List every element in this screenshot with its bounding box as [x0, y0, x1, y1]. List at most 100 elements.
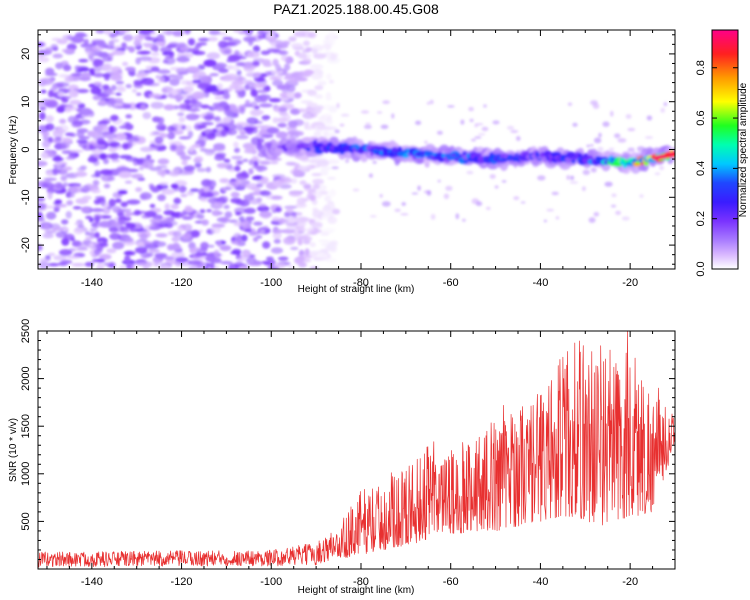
heatmap-noise-cell [52, 226, 64, 232]
heatmap-noise-cell [243, 126, 256, 131]
heatmap-noise-cell [44, 47, 53, 55]
heatmap-speckle-cell [474, 136, 482, 139]
heatmap-noise-cell [108, 227, 119, 233]
heatmap-speckle-cell [570, 175, 575, 181]
heatmap-noise-cell [94, 232, 100, 239]
heatmap-noise-cell [56, 81, 70, 88]
heatmap-noise-cell [234, 147, 240, 153]
heatmap-noise-cell [182, 223, 193, 232]
heatmap-noise-cell [114, 45, 124, 49]
heatmap-speckle-cell [593, 212, 600, 217]
heatmap-noise-cell [140, 146, 154, 152]
heatmap-speckle-cell [566, 175, 571, 180]
heatmap-noise-cell [325, 132, 336, 137]
heatmap-noise-cell [223, 158, 231, 163]
heatmap-noise-cell [108, 198, 116, 207]
heatmap-noise-cell [288, 36, 297, 42]
heatmap-speckle-cell [608, 147, 615, 151]
heatmap-speckle-cell [513, 196, 520, 201]
heatmap-noise-cell [300, 100, 313, 104]
heatmap-speckle-cell [590, 167, 597, 173]
heatmap-noise-cell [104, 77, 110, 81]
heatmap-noise-cell [44, 229, 57, 234]
heatmap-noise-cell [196, 125, 207, 129]
heatmap-noise-cell [272, 79, 284, 87]
heatmap-noise-cell [198, 37, 210, 42]
heatmap-noise-cell [218, 40, 228, 49]
heatmap-noise-cell [83, 38, 89, 45]
heatmap-speckle-cell [363, 124, 372, 129]
heatmap-noise-cell [275, 43, 289, 49]
heatmap-noise-cell [290, 108, 301, 115]
heatmap-ridge-cell [477, 152, 482, 158]
heatmap-speckle-cell [615, 210, 622, 215]
heatmap-noise-cell [216, 162, 228, 169]
heatmap-noise-cell [163, 104, 175, 111]
heatmap-noise-cell [128, 46, 136, 53]
heatmap-noise-cell [119, 265, 126, 269]
heatmap-noise-cell [309, 266, 319, 269]
heatmap-noise-cell [302, 111, 315, 120]
heatmap-noise-cell [118, 125, 130, 129]
heatmap-noise-cell [149, 131, 158, 137]
heatmap-noise-cell [76, 128, 89, 134]
heatmap-noise-cell [107, 91, 116, 96]
heatmap-noise-cell [155, 233, 168, 238]
heatmap-noise-cell [206, 52, 221, 60]
snr-x-tick-label: -100 [260, 576, 282, 588]
snr-tick-labels: -140 -120 -100 -80 -60 -40 -20 500 1000 1500 2000 2… [20, 319, 638, 588]
heatmap-noise-cell [234, 207, 247, 215]
heatmap-noise-cell [317, 71, 324, 76]
heatmap-noise-cell [68, 89, 79, 98]
heatmap-noise-cell [113, 103, 124, 107]
heatmap-noise-cell [238, 216, 245, 222]
heatmap-noise-cell [50, 44, 59, 51]
heatmap-noise-cell [183, 165, 196, 172]
heatmap-noise-cell [288, 190, 302, 197]
heatmap-noise-cell [111, 50, 126, 56]
heatmap-noise-cell [231, 80, 245, 86]
heatmap-noise-cell [238, 265, 250, 269]
heatmap-noise-cell [266, 127, 280, 134]
colorbar-tick-label: 0.2 [695, 211, 707, 226]
heatmap-noise-cell [314, 85, 324, 91]
heatmap-noise-cell [65, 106, 79, 111]
heatmap-noise-cell [52, 167, 59, 176]
heatmap-noise-cell [224, 211, 233, 219]
heatmap-noise-cell [297, 108, 306, 113]
heatmap-noise-cell [75, 32, 86, 38]
heatmap-noise-cell [170, 183, 179, 189]
heatmap-noise-cell [55, 136, 62, 142]
heatmap-noise-cell [136, 158, 144, 166]
heatmap-noise-cell [191, 151, 198, 155]
heatmap-noise-cell [329, 79, 334, 84]
heatmap-noise-cell [74, 65, 81, 71]
heatmap-speckle-cell [394, 208, 401, 212]
heatmap-noise-cell [267, 48, 281, 53]
heatmap-speckle-cell [436, 130, 443, 135]
heatmap-noise-cell [309, 64, 324, 70]
heatmap-noise-cell [187, 130, 194, 138]
heatmap-noise-cell [171, 251, 185, 259]
heatmap-noise-cell [103, 63, 113, 71]
heatmap-noise-cell [246, 217, 255, 221]
snr-x-tick-label: -60 [443, 576, 459, 588]
heatmap-speckle-cell [429, 99, 434, 105]
heatmap-noise-cell [197, 81, 211, 89]
heatmap-noise-cell [40, 77, 54, 86]
heatmap-noise-cell [233, 85, 245, 92]
heatmap-speckle-cell [663, 102, 668, 107]
heatmap-noise-cell [195, 43, 202, 49]
heatmap-noise-cell [270, 247, 284, 254]
heatmap-noise-cell [275, 64, 282, 72]
heatmap-noise-cell [65, 132, 75, 137]
heatmap-speckle-cell [411, 192, 419, 195]
heatmap-speckle-cell [611, 193, 617, 198]
heatmap-noise-cell [284, 73, 296, 79]
heatmap-noise-cell [257, 34, 266, 40]
heatmap-noise-cell [93, 199, 101, 205]
heatmap-noise-cell [108, 32, 119, 38]
heatmap-noise-cell [110, 221, 121, 227]
heatmap-noise-cell [196, 261, 204, 268]
heatmap-noise-cell [40, 184, 49, 189]
